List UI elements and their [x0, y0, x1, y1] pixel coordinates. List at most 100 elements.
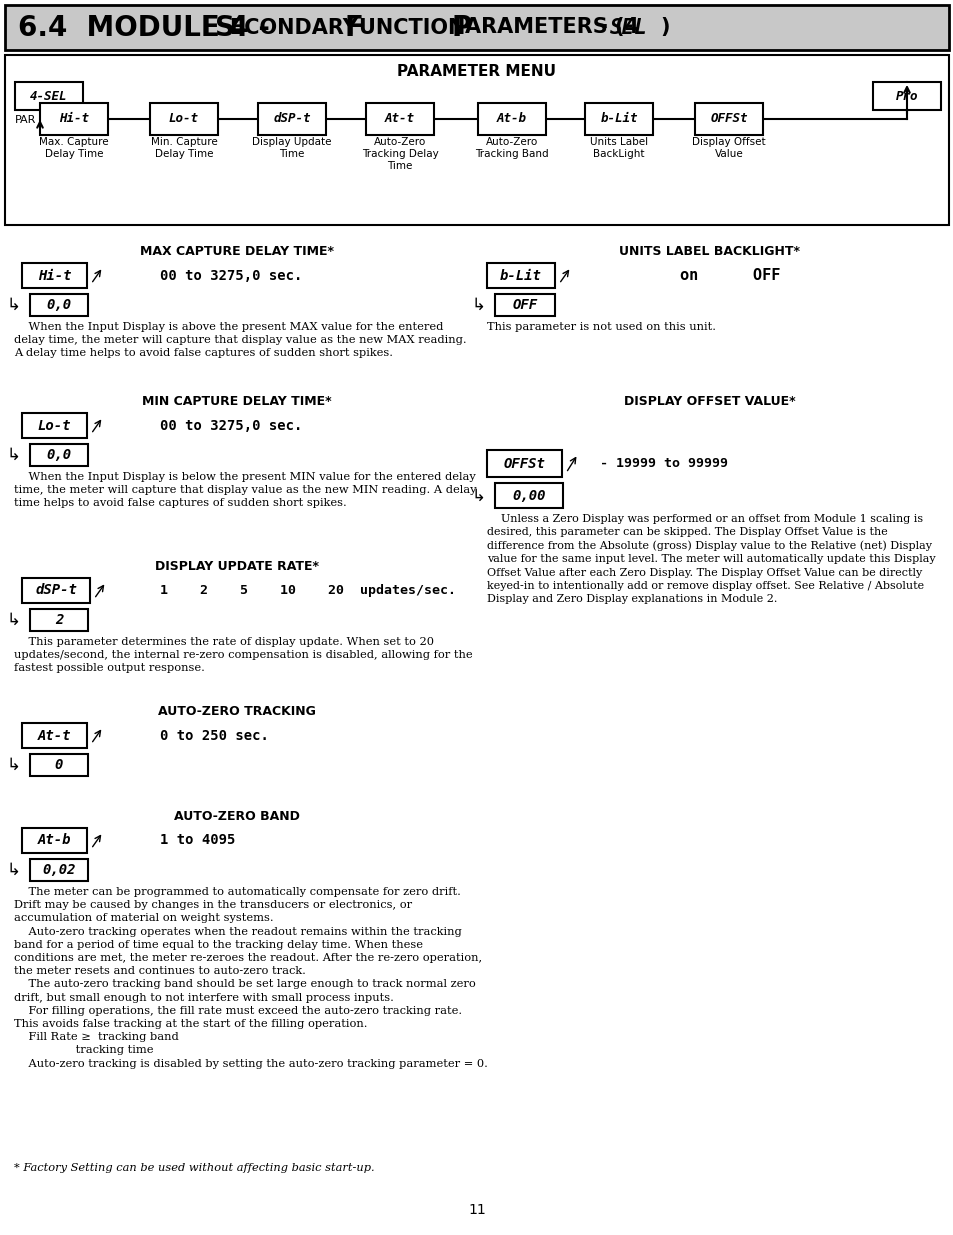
FancyBboxPatch shape	[22, 412, 87, 438]
Text: Value: Value	[714, 149, 742, 159]
FancyBboxPatch shape	[30, 755, 88, 776]
Text: 00 to 3275,0 sec.: 00 to 3275,0 sec.	[160, 268, 302, 283]
Text: When the Input Display is above the present MAX value for the entered
delay time: When the Input Display is above the pres…	[14, 322, 466, 358]
Text: Time: Time	[387, 161, 413, 170]
Text: F: F	[345, 14, 363, 42]
FancyBboxPatch shape	[30, 294, 88, 316]
Text: Hi-t: Hi-t	[38, 268, 71, 283]
Text: 2: 2	[54, 613, 63, 627]
Text: b-Lit: b-Lit	[599, 112, 638, 126]
FancyBboxPatch shape	[584, 103, 652, 135]
FancyBboxPatch shape	[40, 103, 108, 135]
Text: ↳: ↳	[6, 861, 20, 879]
FancyBboxPatch shape	[5, 56, 948, 225]
Text: Delay Time: Delay Time	[154, 149, 213, 159]
Text: 11: 11	[468, 1203, 485, 1216]
Text: 0: 0	[54, 758, 63, 772]
Text: ↳: ↳	[6, 756, 20, 774]
Text: At-b: At-b	[38, 834, 71, 847]
FancyBboxPatch shape	[22, 722, 87, 748]
Text: ↳: ↳	[471, 296, 484, 314]
FancyBboxPatch shape	[495, 294, 555, 316]
Text: Auto-Zero: Auto-Zero	[374, 137, 426, 147]
Text: Max. Capture: Max. Capture	[39, 137, 109, 147]
FancyBboxPatch shape	[5, 5, 948, 49]
Text: b-Lit: b-Lit	[499, 268, 541, 283]
Text: Lo-t: Lo-t	[169, 112, 199, 126]
FancyBboxPatch shape	[30, 445, 88, 466]
Text: 4-SEL: 4-SEL	[30, 89, 68, 103]
Text: The meter can be programmed to automatically compensate for zero drift.
Drift ma: The meter can be programmed to automatic…	[14, 887, 487, 1068]
Text: MIN CAPTURE DELAY TIME*: MIN CAPTURE DELAY TIME*	[142, 395, 332, 408]
Text: - 19999 to 99999: - 19999 to 99999	[599, 457, 727, 471]
Text: OFF: OFF	[512, 298, 537, 312]
FancyBboxPatch shape	[486, 450, 561, 477]
Text: Delay Time: Delay Time	[45, 149, 103, 159]
Text: ARAMETERS (4: ARAMETERS (4	[464, 17, 639, 37]
Text: 0 to 250 sec.: 0 to 250 sec.	[160, 729, 269, 742]
Text: ↳: ↳	[471, 487, 484, 505]
Text: AUTO-ZERO BAND: AUTO-ZERO BAND	[173, 810, 299, 823]
FancyBboxPatch shape	[872, 82, 940, 110]
Text: UNCTION: UNCTION	[358, 17, 472, 37]
Text: Auto-Zero: Auto-Zero	[485, 137, 537, 147]
Text: S: S	[214, 14, 234, 42]
FancyBboxPatch shape	[495, 483, 562, 508]
FancyBboxPatch shape	[477, 103, 545, 135]
Text: Tracking Delay: Tracking Delay	[361, 149, 438, 159]
Text: 0,00: 0,00	[512, 489, 545, 503]
Text: Display Update: Display Update	[252, 137, 332, 147]
Text: SEL: SEL	[609, 17, 647, 37]
Text: Min. Capture: Min. Capture	[151, 137, 217, 147]
Text: When the Input Display is below the present MIN value for the entered delay
time: When the Input Display is below the pres…	[14, 472, 476, 509]
Text: UNITS LABEL BACKLIGHT*: UNITS LABEL BACKLIGHT*	[618, 245, 800, 258]
Text: Units Label: Units Label	[589, 137, 647, 147]
Text: dSP-t: dSP-t	[273, 112, 311, 126]
Text: Display Offset: Display Offset	[692, 137, 765, 147]
Text: * Factory Setting can be used without affecting basic start-up.: * Factory Setting can be used without af…	[14, 1163, 375, 1173]
Text: ↳: ↳	[6, 611, 20, 629]
FancyBboxPatch shape	[695, 103, 762, 135]
Text: This parameter is not used on this unit.: This parameter is not used on this unit.	[486, 322, 716, 332]
Text: DISPLAY UPDATE RATE*: DISPLAY UPDATE RATE*	[154, 559, 318, 573]
Text: 6.4  MODULE 4 -: 6.4 MODULE 4 -	[18, 14, 279, 42]
Text: OFFSt: OFFSt	[503, 457, 545, 471]
Text: Time: Time	[279, 149, 304, 159]
Text: ): )	[659, 17, 669, 37]
Text: Tracking Band: Tracking Band	[475, 149, 548, 159]
Text: ↳: ↳	[6, 296, 20, 314]
Text: ·: ·	[600, 17, 608, 37]
Text: Hi-t: Hi-t	[59, 112, 89, 126]
Text: 0,02: 0,02	[42, 863, 75, 877]
FancyBboxPatch shape	[22, 827, 87, 853]
Text: Lo-t: Lo-t	[38, 419, 71, 432]
FancyBboxPatch shape	[22, 263, 87, 288]
Text: 0,0: 0,0	[47, 448, 71, 462]
Text: dSP-t: dSP-t	[35, 583, 77, 598]
Text: Pro: Pro	[895, 89, 918, 103]
Text: on      OFF: on OFF	[679, 268, 780, 283]
FancyBboxPatch shape	[486, 263, 555, 288]
FancyBboxPatch shape	[257, 103, 326, 135]
FancyBboxPatch shape	[15, 82, 83, 110]
Text: BackLight: BackLight	[593, 149, 644, 159]
FancyBboxPatch shape	[366, 103, 434, 135]
Text: PAR: PAR	[15, 115, 36, 125]
Text: DISPLAY OFFSET VALUE*: DISPLAY OFFSET VALUE*	[623, 395, 795, 408]
Text: PARAMETER MENU: PARAMETER MENU	[397, 63, 556, 79]
Text: AUTO-ZERO TRACKING: AUTO-ZERO TRACKING	[158, 705, 315, 718]
Text: ECONDARY: ECONDARY	[230, 17, 365, 37]
Text: 00 to 3275,0 sec.: 00 to 3275,0 sec.	[160, 419, 302, 432]
FancyBboxPatch shape	[30, 860, 88, 881]
Text: 1    2    5    10    20  updates/sec.: 1 2 5 10 20 updates/sec.	[160, 584, 456, 597]
Text: MAX CAPTURE DELAY TIME*: MAX CAPTURE DELAY TIME*	[140, 245, 334, 258]
Text: At-t: At-t	[38, 729, 71, 742]
Text: 1 to 4095: 1 to 4095	[160, 834, 235, 847]
Text: OFFSt: OFFSt	[709, 112, 747, 126]
FancyBboxPatch shape	[150, 103, 218, 135]
FancyBboxPatch shape	[30, 609, 88, 631]
Text: At-t: At-t	[385, 112, 415, 126]
Text: ↳: ↳	[6, 446, 20, 464]
FancyBboxPatch shape	[22, 578, 90, 603]
Text: Unless a Zero Display was performed or an offset from Module 1 scaling is
desire: Unless a Zero Display was performed or a…	[486, 514, 935, 604]
